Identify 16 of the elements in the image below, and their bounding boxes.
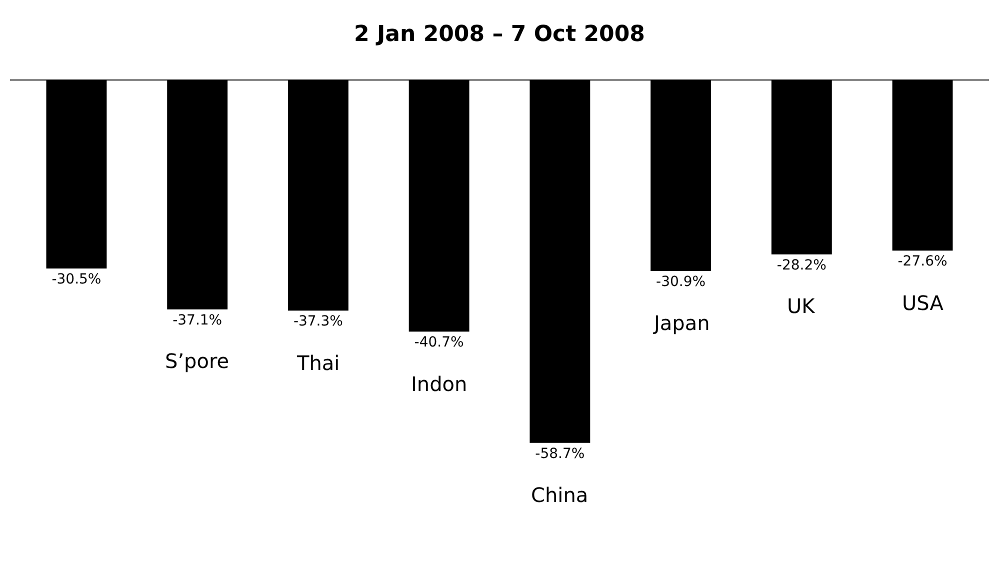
x-tick-label: Indon (411, 372, 468, 396)
x-tick-label: USA (902, 291, 944, 315)
data-label: -40.7% (414, 334, 464, 351)
chart-title: 2 Jan 2008 – 7 Oct 2008 (354, 22, 645, 48)
x-tick-label: Japan (652, 311, 710, 335)
data-label: -30.5% (52, 272, 102, 288)
data-label: -37.1% (172, 312, 222, 328)
x-tick-label: S’pore (165, 349, 230, 373)
data-label: -30.9% (656, 274, 706, 290)
x-tick-label: Thai (296, 351, 340, 375)
data-label: -28.2% (776, 257, 826, 274)
data-label: -58.7% (535, 446, 585, 462)
x-tick-label: China (531, 483, 588, 507)
x-tick-label: UK (787, 294, 816, 318)
data-label: -37.3% (293, 314, 343, 330)
data-label: -27.6% (898, 254, 948, 270)
